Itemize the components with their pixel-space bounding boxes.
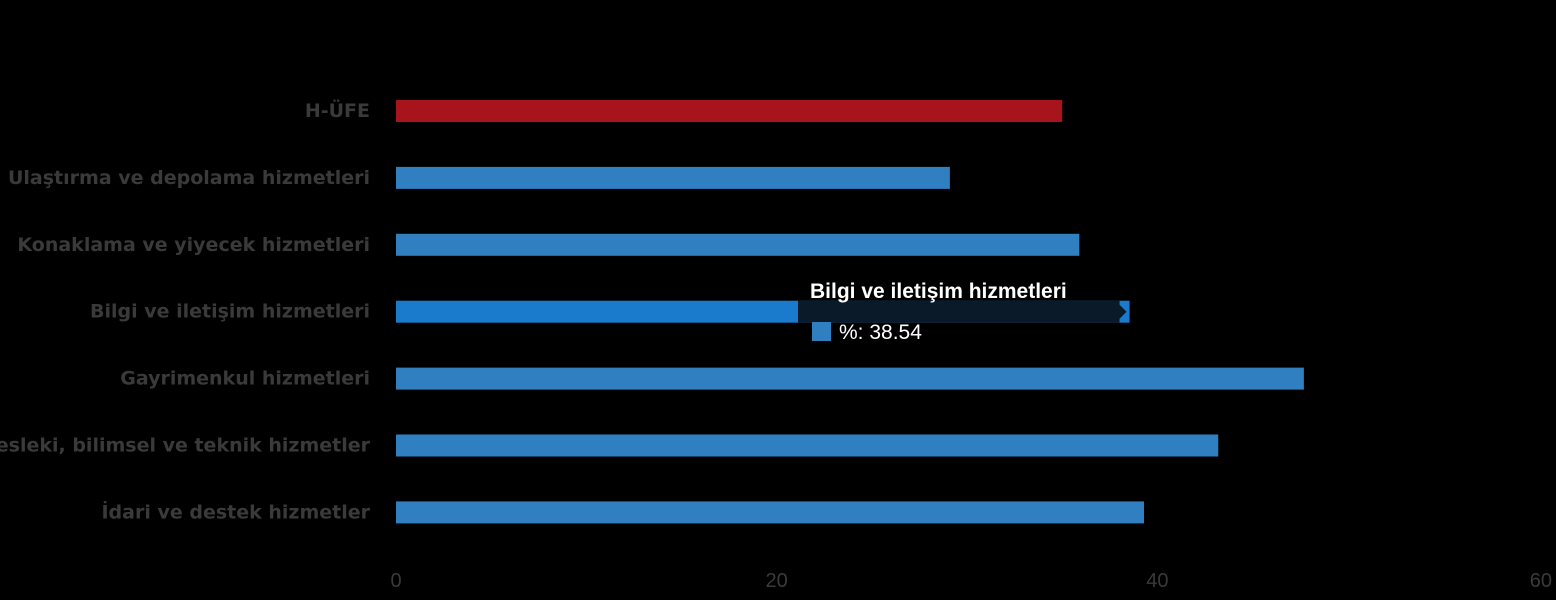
tooltip-value: %: 38.54 xyxy=(839,321,922,344)
category-label: Bilgi ve iletişim hizmetleri xyxy=(90,301,370,323)
bar[interactable] xyxy=(396,501,1145,524)
category-label: H-ÜFE xyxy=(305,98,370,122)
x-axis-ticks-layer: 0 20 40 60 xyxy=(390,570,1552,592)
tooltip-arrow-icon xyxy=(1117,302,1127,321)
bar[interactable] xyxy=(396,166,950,189)
category-label: Konaklama ve yiyecek hizmetleri xyxy=(17,234,370,256)
tooltip: Bilgi ve iletişim hizmetleri %: 38.54 xyxy=(798,280,1127,344)
x-tick-label: 0 xyxy=(390,570,401,592)
bar[interactable] xyxy=(396,100,1063,122)
bar[interactable] xyxy=(396,367,1304,390)
bar[interactable] xyxy=(396,233,1080,256)
category-label: Gayrimenkul hizmetleri xyxy=(120,368,370,390)
category-label: İdari ve destek hizmetler xyxy=(101,499,370,523)
category-labels-layer: H-ÜFE Ulaştırma ve depolama hizmetleri Kon… xyxy=(0,98,371,523)
tooltip-background xyxy=(798,300,1120,323)
x-tick-label: 60 xyxy=(1530,570,1552,592)
bars-layer xyxy=(396,100,1304,524)
bar[interactable] xyxy=(396,434,1219,457)
category-label: Ulaştırma ve depolama hizmetleri xyxy=(8,167,370,189)
tooltip-series-swatch xyxy=(812,322,831,341)
x-tick-label: 40 xyxy=(1146,570,1168,592)
x-tick-label: 20 xyxy=(766,570,788,592)
tooltip-title: Bilgi ve iletişim hizmetleri xyxy=(810,280,1067,303)
category-label: Mesleki, bilimsel ve teknik hizmetler xyxy=(0,435,371,457)
